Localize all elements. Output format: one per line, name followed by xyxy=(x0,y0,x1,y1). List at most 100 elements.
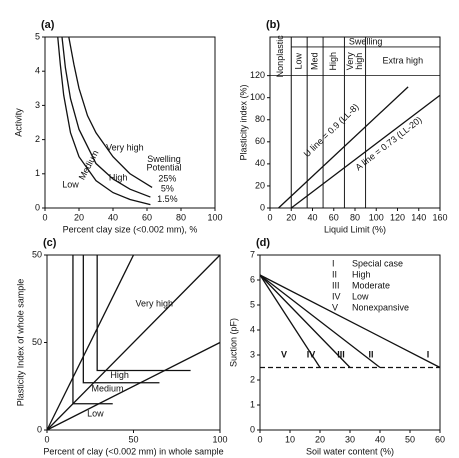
curve xyxy=(61,36,151,198)
x-axis-label: Percent clay size (<0.002 mm), % xyxy=(63,224,198,234)
plot-frame xyxy=(259,254,441,431)
x-tick-label: 40 xyxy=(108,212,118,222)
class-label: V xyxy=(281,349,287,359)
x-tick-label: 120 xyxy=(390,212,405,222)
y-tick-label: 0 xyxy=(260,202,265,212)
annotation: High xyxy=(110,370,129,380)
zone-label-line: Very xyxy=(345,52,355,71)
y-tick-label: 1 xyxy=(250,399,255,409)
y-tick-label: 60 xyxy=(255,136,265,146)
legend-numeral: III xyxy=(332,280,340,290)
annotation: 5% xyxy=(161,184,174,194)
plot-frame xyxy=(44,36,216,209)
x-tick-label: 160 xyxy=(432,212,447,222)
y-tick-label: 5 xyxy=(35,31,40,41)
curve xyxy=(46,341,221,431)
y-tick-label: 4 xyxy=(250,324,255,334)
curve xyxy=(259,274,441,369)
zone-label: Low xyxy=(294,53,304,70)
y-tick-label: 0 xyxy=(37,424,42,434)
y-tick-label: 3 xyxy=(35,100,40,110)
x-tick-label: 80 xyxy=(176,212,186,222)
annotation: Potential xyxy=(146,162,181,172)
y-tick-label: 40 xyxy=(255,158,265,168)
y-tick-label: 7 xyxy=(250,249,255,259)
y-tick-label: 0 xyxy=(35,202,40,212)
y-axis-label: Suction (pF) xyxy=(228,318,238,367)
annotation: Low xyxy=(62,179,79,189)
y-axis-label: Activity xyxy=(13,108,23,137)
annotation: A line = 0.73 (LL-20) xyxy=(353,115,423,173)
class-label: I xyxy=(427,349,430,359)
y-tick-label: 50 xyxy=(32,249,42,259)
x-tick-label: 30 xyxy=(345,434,355,444)
x-tick-label: 0 xyxy=(42,212,47,222)
legend-name: High xyxy=(352,269,371,279)
x-axis-label: Soil water content (%) xyxy=(306,446,394,456)
y-tick-label: 2 xyxy=(35,134,40,144)
annotation: Low xyxy=(87,409,104,419)
curve xyxy=(72,255,113,405)
x-tick-label: 50 xyxy=(128,434,138,444)
x-tick-label: 40 xyxy=(375,434,385,444)
y-axis-label: Plasticity Index of whole sample xyxy=(15,279,25,407)
zone-label: High xyxy=(328,52,338,71)
curve xyxy=(290,94,441,209)
y-tick-label: 5 xyxy=(250,299,255,309)
x-tick-label: 10 xyxy=(285,434,295,444)
annotation: 1.5% xyxy=(157,194,178,204)
panel-label: (c) xyxy=(43,237,57,249)
x-tick-label: 80 xyxy=(350,212,360,222)
class-label: II xyxy=(368,349,373,359)
y-axis-label: Plasticity index (%) xyxy=(238,84,248,160)
curve xyxy=(57,36,151,206)
y-tick-label: 4 xyxy=(35,66,40,76)
curve xyxy=(68,36,153,189)
annotation: Medium xyxy=(92,383,124,393)
y-tick-label: 80 xyxy=(255,114,265,124)
legend-name: Low xyxy=(352,291,369,301)
zone-label: Extra high xyxy=(383,56,424,66)
x-tick-label: 60 xyxy=(142,212,152,222)
y-tick-label: 2 xyxy=(250,374,255,384)
x-tick-label: 100 xyxy=(207,212,222,222)
x-tick-label: 20 xyxy=(74,212,84,222)
x-tick-label: 40 xyxy=(307,212,317,222)
x-tick-label: 20 xyxy=(286,212,296,222)
y-tick-label: 1 xyxy=(35,168,40,178)
zone-label: Med xyxy=(310,53,320,71)
x-tick-label: 60 xyxy=(329,212,339,222)
zone-label: Veryhigh xyxy=(345,52,364,71)
annotation: Very high xyxy=(135,298,173,308)
curve xyxy=(46,254,221,431)
class-label: III xyxy=(337,349,345,359)
legend-numeral: IV xyxy=(332,291,341,301)
panel-label: (d) xyxy=(256,237,270,249)
annotation: High xyxy=(109,172,128,182)
x-axis-label: Liquid Limit (%) xyxy=(324,224,386,234)
panel-label: (a) xyxy=(41,19,55,31)
y-tick-label: 3 xyxy=(250,349,255,359)
legend-numeral: I xyxy=(332,258,335,268)
y-tick-label: 120 xyxy=(250,70,265,80)
legend-numeral: II xyxy=(332,269,337,279)
annotation: Very high xyxy=(106,143,144,153)
y-tick-label: 50 xyxy=(32,337,42,347)
curve xyxy=(82,255,160,384)
annotation: U line = 0.9 (LL-8) xyxy=(302,102,361,159)
x-axis-label: Percent of clay (<0.002 mm) in whole sam… xyxy=(43,446,223,456)
annotation: Swelling xyxy=(147,154,181,164)
x-tick-label: 0 xyxy=(44,434,49,444)
legend-name: Nonexpansive xyxy=(352,302,409,312)
x-tick-label: 100 xyxy=(212,434,227,444)
legend-name: Moderate xyxy=(352,280,390,290)
zone-label-line: high xyxy=(354,53,364,70)
curve xyxy=(96,255,191,372)
x-tick-label: 100 xyxy=(369,212,384,222)
x-tick-label: 60 xyxy=(435,434,445,444)
curve xyxy=(46,254,135,431)
y-tick-label: 100 xyxy=(250,92,265,102)
x-tick-label: 0 xyxy=(267,212,272,222)
